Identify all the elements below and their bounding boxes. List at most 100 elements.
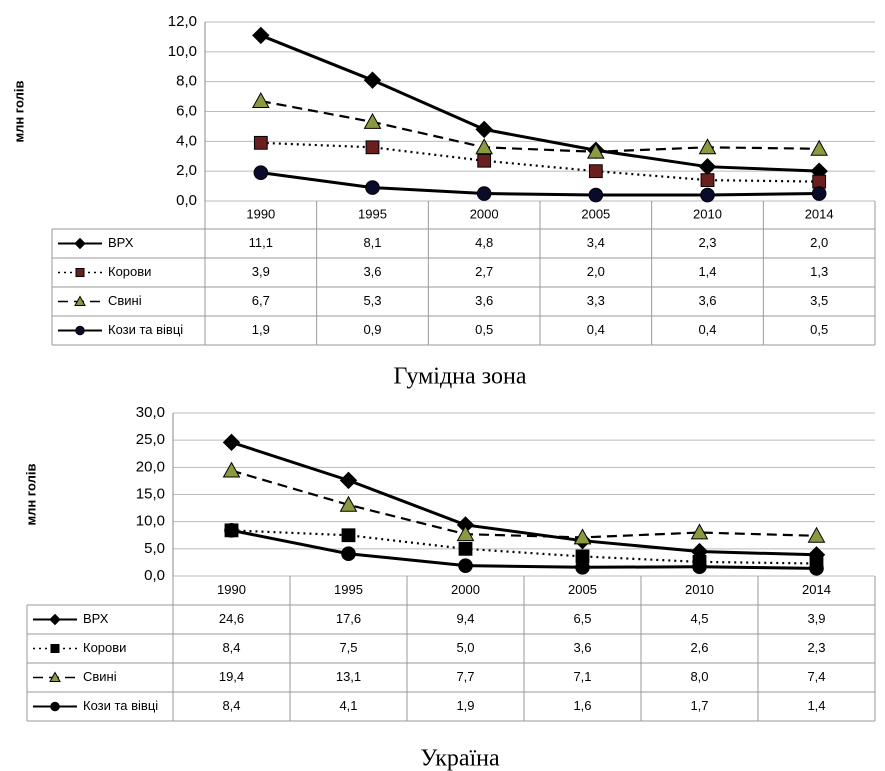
table-value: 24,6: [219, 611, 244, 626]
table-value: 13,1: [336, 669, 361, 684]
table-value: 3,9: [807, 611, 825, 626]
table-value: 3,9: [252, 264, 270, 279]
y-tick-label: 2,0: [176, 162, 197, 179]
table-value: 1,4: [698, 264, 716, 279]
marker: [365, 180, 380, 195]
marker: [341, 546, 356, 562]
table-value: 1,7: [690, 698, 708, 713]
legend-marker: [49, 613, 61, 626]
marker: [810, 139, 829, 156]
legend-marker: [74, 295, 86, 306]
marker: [252, 26, 270, 45]
series-line: [231, 528, 817, 570]
marker: [575, 560, 590, 575]
marker: [339, 495, 358, 512]
table-value: 0,4: [587, 322, 605, 337]
table-value: 7,4: [807, 669, 825, 684]
marker: [363, 112, 382, 129]
legend-label: Свині: [83, 669, 117, 684]
table-value: 6,5: [573, 611, 591, 626]
x-tick-label: 1995: [358, 206, 387, 221]
legend-marker: [49, 671, 61, 682]
table-value: 8,4: [222, 640, 240, 655]
table-value: 2,6: [690, 640, 708, 655]
y-tick-label: 0,0: [176, 192, 197, 209]
marker: [812, 174, 827, 189]
y-tick-label: 10,0: [168, 43, 197, 60]
marker: [700, 187, 715, 203]
table-value: 11,1: [249, 235, 273, 250]
y-tick-label: 5,0: [144, 540, 165, 557]
table-value: 9,4: [456, 611, 474, 626]
y-tick-label: 4,0: [176, 132, 197, 149]
chart-title: Україна: [420, 746, 500, 771]
table-value: 5,0: [456, 640, 474, 655]
series-line: [231, 529, 817, 565]
table-value: 3,6: [573, 640, 591, 655]
table-value: 3,6: [475, 293, 493, 308]
table-value: 2,3: [807, 640, 825, 655]
legend-marker: [50, 644, 60, 653]
legend-label: ВРХ: [83, 611, 109, 626]
marker: [253, 165, 269, 180]
marker: [698, 157, 717, 176]
legend-marker: [50, 701, 60, 712]
x-tick-label: 2014: [802, 582, 831, 597]
table-value: 4,1: [339, 698, 357, 713]
marker: [363, 71, 382, 89]
y-tick-label: 25,0: [136, 431, 165, 448]
marker: [475, 120, 493, 139]
x-tick-label: 2000: [470, 206, 499, 221]
y-tick-label: 8,0: [176, 73, 197, 90]
x-tick-label: 1990: [217, 582, 246, 597]
marker: [809, 561, 824, 576]
series-line: [260, 171, 820, 197]
legend-label: Свині: [108, 293, 142, 308]
table-value: 3,4: [587, 235, 605, 250]
x-tick-label: 1995: [334, 582, 363, 597]
legend-label: Кози та вівці: [83, 698, 158, 713]
table-value: 3,5: [810, 293, 828, 308]
chart-title: Гумідна зона: [393, 364, 526, 390]
legend-marker: [75, 268, 85, 277]
table-value: 1,9: [252, 322, 270, 337]
x-tick-label: 2014: [805, 206, 834, 221]
marker: [588, 187, 604, 203]
marker: [700, 173, 715, 188]
series-line: [231, 440, 817, 557]
marker: [692, 559, 707, 575]
table-value: 4,8: [475, 235, 493, 250]
table-value: 3,3: [587, 293, 605, 308]
marker: [253, 135, 268, 150]
marker: [690, 523, 709, 540]
table-value: 4,5: [690, 611, 708, 626]
marker: [476, 186, 492, 201]
table-value: 3,6: [698, 293, 716, 308]
x-tick-label: 1990: [246, 206, 275, 221]
y-tick-label: 0,0: [144, 567, 165, 584]
marker: [458, 558, 473, 573]
table-value: 8,4: [222, 698, 240, 713]
table-value: 1,9: [456, 698, 474, 713]
marker: [807, 526, 826, 543]
legend-marker: [75, 325, 85, 336]
y-tick-label: 10,0: [136, 513, 165, 530]
y-tick-label: 15,0: [136, 485, 165, 502]
table-value: 0,5: [810, 322, 828, 337]
table-value: 2,0: [587, 264, 605, 279]
marker: [365, 140, 380, 155]
legend-label: Кози та вівці: [108, 322, 183, 337]
table-value: 2,0: [810, 235, 828, 250]
y-tick-label: 6,0: [176, 102, 197, 119]
table-value: 19,4: [219, 669, 244, 684]
x-tick-label: 2010: [685, 582, 714, 597]
table-value: 1,4: [807, 698, 825, 713]
marker: [251, 92, 270, 108]
table-value: 8,0: [690, 669, 708, 684]
y-tick-label: 20,0: [136, 458, 165, 475]
series-line: [260, 99, 820, 153]
marker: [588, 164, 603, 179]
y-tick-label: 30,0: [136, 404, 165, 421]
